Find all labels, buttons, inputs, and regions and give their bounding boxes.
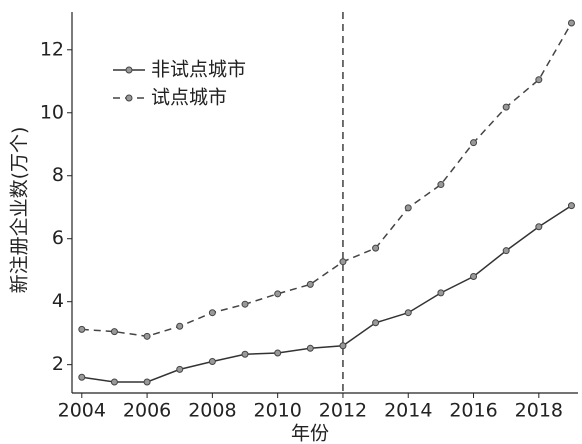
point (339, 342, 347, 350)
point (274, 349, 282, 357)
y-axis-label: 新注册企业数(万个) (9, 127, 31, 294)
point (437, 289, 445, 297)
point (208, 358, 216, 366)
point (567, 19, 575, 27)
point (437, 181, 445, 189)
legend-label: 试点城市 (151, 87, 227, 109)
point (535, 223, 543, 231)
x-tick-label: 2004 (58, 400, 106, 422)
point (306, 344, 314, 352)
point (176, 365, 184, 373)
x-tick-label: 2010 (253, 400, 301, 422)
point (372, 319, 380, 327)
x-tick-label: 2012 (319, 400, 367, 422)
point (372, 244, 380, 252)
series-line (81, 205, 572, 383)
legend-label: 非试点城市 (151, 59, 246, 81)
x-tick-label: 2006 (123, 400, 171, 422)
point (110, 328, 118, 336)
x-tick-label: 2014 (384, 400, 432, 422)
point (110, 378, 118, 386)
y-tick-label: 10 (40, 101, 64, 123)
x-tick-label: 2018 (515, 400, 563, 422)
point (274, 290, 282, 298)
point (241, 300, 249, 308)
x-axis-label: 年份 (291, 423, 329, 444)
point (143, 332, 151, 340)
legend-marker (125, 94, 133, 102)
point (404, 204, 412, 212)
point (306, 280, 314, 288)
point (339, 258, 347, 266)
series-line (81, 22, 573, 338)
x-tick-label: 2016 (449, 400, 497, 422)
y-tick-label: 2 (52, 353, 64, 375)
point (502, 247, 510, 255)
point (143, 378, 151, 386)
point (404, 309, 412, 317)
point (241, 350, 249, 358)
point (78, 325, 86, 333)
point (470, 272, 478, 280)
y-tick-label: 4 (52, 290, 64, 312)
y-tick-label: 12 (40, 38, 64, 60)
point (176, 322, 184, 330)
point (535, 76, 543, 84)
point (208, 309, 216, 317)
point (78, 373, 86, 381)
legend-marker (125, 66, 133, 74)
point (567, 202, 575, 210)
x-tick-label: 2008 (188, 400, 236, 422)
y-tick-label: 6 (52, 227, 64, 249)
y-tick-label: 8 (52, 164, 64, 186)
point (502, 103, 510, 111)
point (470, 139, 478, 147)
